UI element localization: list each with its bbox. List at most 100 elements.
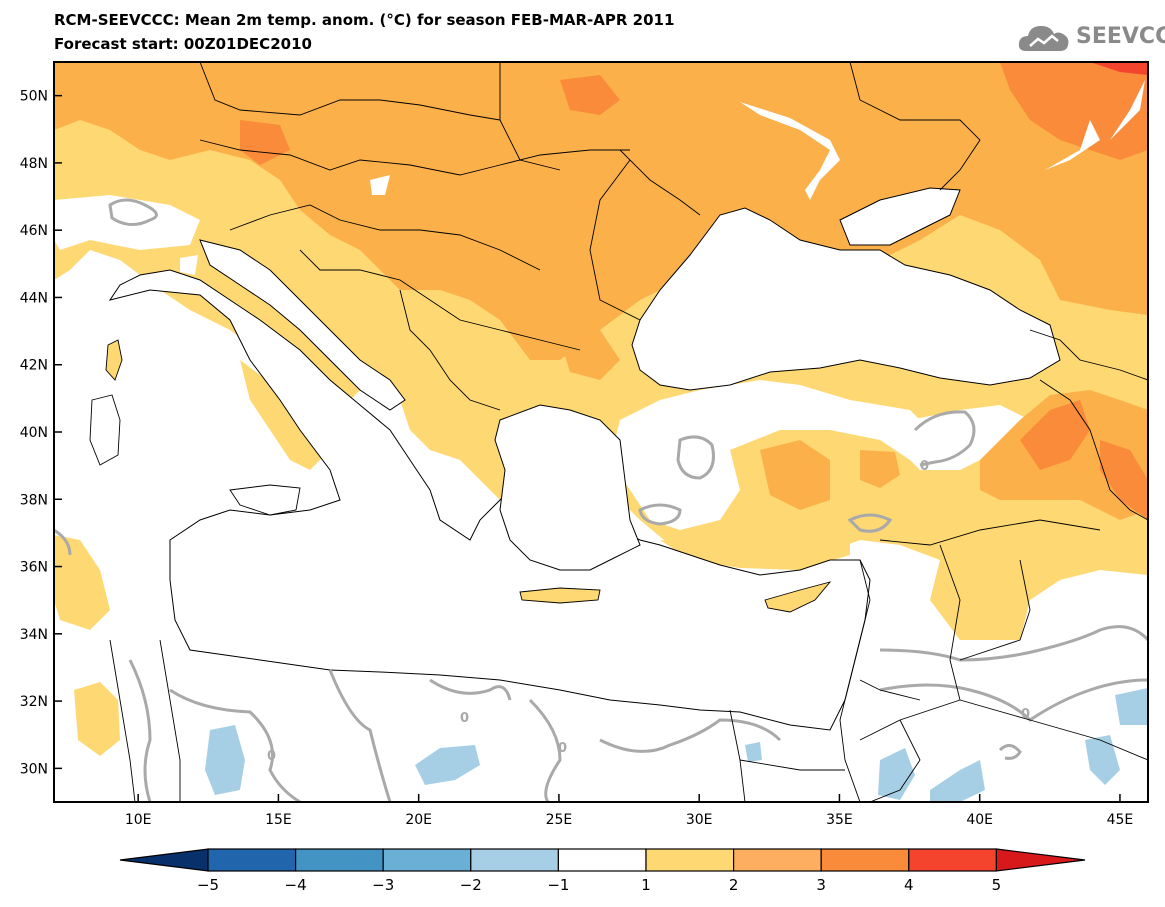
- anomaly-area-neg-libya: [205, 725, 245, 795]
- border-line: [499, 62, 561, 171]
- border-line: [879, 519, 1101, 546]
- colorbar-label: −4: [285, 876, 307, 894]
- aegean-sea: [494, 404, 641, 571]
- colorbar-label: −2: [460, 876, 482, 894]
- x-axis-ticks: 10E 15E 20E 25E 30E 35E 40E 45E: [125, 794, 1133, 828]
- anomaly-hole-e-turkey: [900, 405, 1030, 470]
- border-line: [959, 699, 1148, 761]
- contour-line: [54, 528, 72, 556]
- anomaly-area-neg-iraq: [1115, 688, 1148, 725]
- streak: [1045, 120, 1100, 170]
- border-line: [1029, 329, 1148, 381]
- border-line: [399, 289, 501, 411]
- colorbar-label: −5: [197, 876, 219, 894]
- contour-line: [638, 503, 682, 526]
- border-line: [229, 204, 541, 271]
- border-line: [959, 559, 1031, 661]
- y-tick-label: 38N: [20, 492, 48, 508]
- cloud-icon: [1018, 26, 1069, 51]
- contour-line: [879, 625, 1148, 662]
- anomaly-area-neg-saudi: [878, 748, 915, 800]
- anomaly-area-2-3-anatolia: [760, 440, 830, 510]
- colorbar-label: 4: [904, 876, 914, 894]
- anomaly-area-3-4-ukraine: [560, 75, 620, 115]
- anomaly-area-1-2-nw-africa: [54, 535, 110, 630]
- contour-line: [128, 659, 152, 802]
- contour-line: [599, 718, 782, 753]
- contour-line: [998, 744, 1022, 760]
- y-tick-label: 46N: [20, 223, 48, 239]
- border-line: [869, 719, 921, 802]
- colorbar-arrow-low: [119, 848, 209, 872]
- contour-line: [169, 688, 301, 802]
- y-tick-label: 40N: [20, 425, 48, 441]
- colorbar-label: 3: [816, 876, 826, 894]
- y-tick-label: 32N: [20, 694, 48, 710]
- colorbar-swatch: [732, 848, 822, 872]
- colorbar-swatch: [557, 848, 647, 872]
- x-tick-label: 20E: [405, 812, 432, 828]
- anomaly-area-neg-arabia: [930, 760, 985, 802]
- border-line: [859, 544, 961, 741]
- border-line: [199, 62, 501, 121]
- border-line: [739, 759, 845, 771]
- colorbar-arrow-high: [995, 848, 1086, 872]
- forecast-start-label: Forecast start: 00Z01DEC2010: [54, 35, 312, 53]
- map-title: RCM-SEEVCCC: Mean 2m temp. anom. (°C) fo…: [54, 11, 675, 29]
- border-line: [859, 679, 921, 701]
- contour-line: [676, 435, 715, 480]
- anomaly-hole-alps: [54, 195, 200, 250]
- contour-line: [528, 698, 562, 802]
- colorbar-label: −3: [372, 876, 394, 894]
- y-axis-ticks: 50N 48N 46N 44N 42N 40N 38N 36N 34N 32N 30N: [20, 89, 62, 777]
- white-streaks: [180, 80, 1145, 275]
- cyprus: [764, 581, 832, 613]
- colorbar-label: 5: [992, 876, 1002, 894]
- y-tick-label: 44N: [20, 290, 48, 306]
- y-tick-label: 42N: [20, 358, 48, 374]
- y-tick-label: 30N: [20, 761, 48, 777]
- anomaly-area-neg-iran: [1085, 735, 1120, 785]
- border-line: [839, 559, 871, 802]
- y-tick-label: 36N: [20, 560, 48, 576]
- contour-line: [847, 513, 893, 533]
- contour-label: 0: [920, 459, 929, 474]
- colorbar: −5 −4 −3 −2 −1 1 2 3 4 5: [119, 848, 1086, 894]
- border-line: [199, 139, 630, 176]
- islands: [89, 339, 832, 613]
- contour-label: 0: [558, 741, 567, 756]
- anomaly-area-1-2-africa-west: [74, 682, 120, 756]
- streak: [740, 102, 840, 200]
- contour-line: [108, 198, 158, 226]
- border-line: [589, 159, 641, 321]
- corsica: [105, 339, 123, 381]
- sicily: [229, 484, 301, 516]
- anomaly-field: 0 0 0 0 0: [54, 62, 1148, 802]
- x-tick-label: 45E: [1107, 812, 1134, 828]
- contour-line: [913, 410, 976, 467]
- adriatic-sea: [199, 239, 406, 411]
- colorbar-swatch: [645, 848, 735, 872]
- border-line: [299, 249, 581, 351]
- colorbar-swatch: [295, 848, 384, 872]
- border-line: [159, 639, 181, 802]
- x-tick-label: 15E: [265, 812, 292, 828]
- y-tick-label: 34N: [20, 627, 48, 643]
- logo-text: SEEVCCC: [1076, 24, 1165, 49]
- anomaly-area-2-3-danube: [510, 180, 650, 300]
- colorbar-label: 2: [729, 876, 739, 894]
- country-borders: [109, 62, 1148, 802]
- contour-labels: 0 0 0 0 0: [267, 459, 1030, 764]
- border-line: [1039, 379, 1148, 521]
- border-line: [849, 62, 981, 191]
- streak: [370, 175, 390, 195]
- x-tick-label: 35E: [826, 812, 853, 828]
- colorbar-swatch: [908, 848, 997, 872]
- azov-sea: [839, 187, 961, 246]
- x-tick-label: 10E: [125, 812, 152, 828]
- colorbar-swatch: [382, 848, 472, 872]
- anomaly-area-neg-sinai: [745, 742, 762, 762]
- contour-label: 0: [460, 711, 469, 726]
- anomaly-area-2-3-bosporus: [560, 330, 620, 380]
